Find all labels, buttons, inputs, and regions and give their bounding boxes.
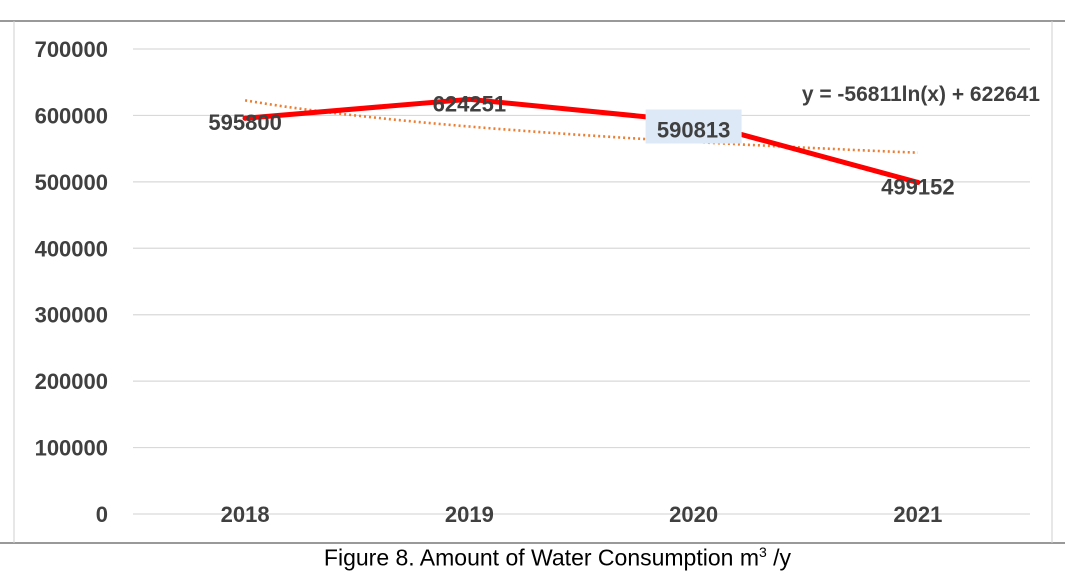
caption-text: Figure 8. Amount of Water Consumption m [323,544,759,571]
y-tick-label: 600000 [35,103,108,128]
series-group [242,96,921,185]
y-tick-label: 300000 [35,303,108,328]
series-line [242,96,921,185]
caption-suffix: /y [766,544,792,571]
y-axis-tick-labels: 0 100000 200000 300000 400000 500000 600000 700… [35,37,108,527]
x-tick-label: 2018 [221,502,270,527]
x-tick-label: 2021 [893,502,942,527]
x-tick-label: 2020 [669,502,718,527]
data-point [915,179,921,185]
data-label: 624251 [433,91,506,116]
data-point [466,96,472,102]
data-label: 590813 [657,118,730,143]
caption-superscript: 3 [758,544,767,560]
trendline-equation: y = -56811ln(x) + 622641 [802,83,1040,106]
y-tick-label: 0 [96,502,108,527]
data-label: 595800 [208,110,281,135]
y-tick-label: 400000 [35,236,108,261]
y-tick-label: 500000 [35,170,108,195]
data-label: 499152 [881,174,954,199]
y-tick-label: 700000 [35,37,108,62]
y-tick-label: 200000 [35,369,108,394]
x-tick-label: 2019 [445,502,494,527]
y-tick-label: 100000 [35,436,108,461]
x-axis-tick-labels: 2018 2019 2020 2021 [221,502,943,527]
data-label-highlight [645,109,742,144]
data-labels: 595800 624251 590813 499152 [208,91,954,199]
data-point [242,115,248,121]
figure-caption: Figure 8. Amount of Water Consumption m3… [0,544,1065,572]
